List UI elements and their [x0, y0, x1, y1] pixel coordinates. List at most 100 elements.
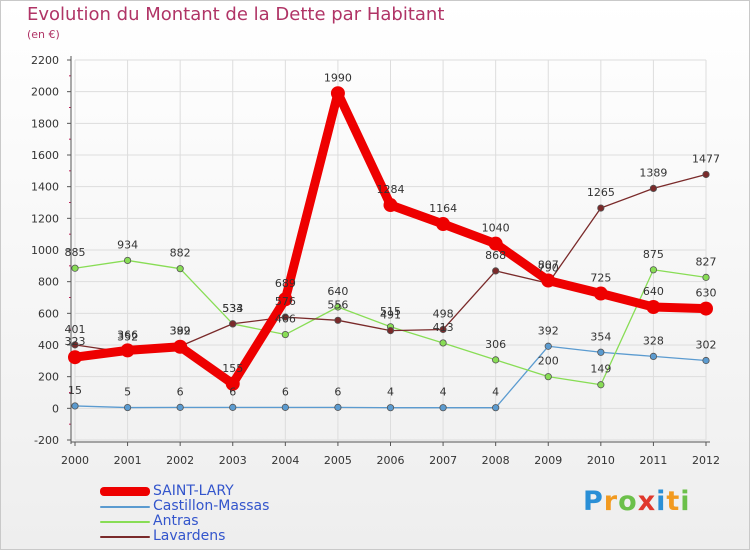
y-tick-label: 600 — [38, 307, 59, 320]
y-tick-label: 1000 — [31, 244, 59, 257]
legend-item: SAINT-LARY — [100, 483, 400, 499]
data-label: 1389 — [639, 166, 667, 179]
data-label: 392 — [538, 324, 559, 337]
y-tick-label: 1400 — [31, 181, 59, 194]
data-label: 689 — [275, 277, 296, 290]
logo-letter: i — [680, 486, 691, 517]
x-tick-label: 2009 — [534, 454, 562, 467]
data-label: 4 — [492, 386, 499, 399]
x-tick-label: 2010 — [587, 454, 615, 467]
data-label: 640 — [643, 285, 664, 298]
data-label: 4 — [387, 386, 394, 399]
logo-letter: r — [603, 486, 619, 517]
data-point — [120, 343, 135, 358]
x-tick-label: 2001 — [114, 454, 142, 467]
data-label: 149 — [590, 363, 611, 376]
data-label: 413 — [433, 321, 454, 334]
data-point — [225, 376, 240, 391]
data-point — [597, 381, 605, 389]
data-point — [334, 316, 342, 324]
data-label: 1284 — [377, 183, 405, 196]
logo-letter: t — [666, 486, 681, 517]
data-label: 5 — [124, 386, 131, 399]
logo-letter: x — [637, 486, 657, 517]
data-point — [544, 373, 552, 381]
data-label: 6 — [282, 385, 289, 398]
data-point — [649, 266, 658, 274]
data-label: 200 — [538, 355, 559, 368]
data-label: 630 — [696, 287, 717, 300]
data-point — [176, 265, 184, 273]
x-tick-label: 2011 — [639, 454, 667, 467]
data-label: 352 — [117, 331, 138, 344]
legend-swatch — [100, 536, 150, 538]
data-point — [702, 356, 710, 365]
chart-subtitle: (en €) — [27, 28, 60, 41]
data-point — [702, 170, 710, 179]
series-saint-lary — [68, 86, 713, 391]
data-point — [439, 404, 447, 412]
data-point — [71, 264, 79, 272]
data-point — [439, 325, 447, 334]
y-tick-label: 1600 — [31, 149, 59, 162]
data-label: 389 — [170, 325, 191, 338]
data-point — [699, 301, 713, 316]
data-label: 885 — [65, 246, 86, 259]
data-label: 882 — [170, 247, 191, 260]
series-antras — [71, 256, 710, 389]
legend-item: Castillon-Massas — [100, 498, 400, 514]
logo-letter: P — [583, 486, 604, 517]
data-point — [334, 303, 342, 311]
data-point — [436, 217, 451, 232]
y-tick-label: 1800 — [31, 117, 59, 130]
x-tick-label: 2002 — [166, 454, 194, 467]
data-point — [702, 273, 710, 281]
data-point — [123, 256, 132, 265]
y-tick-label: 800 — [38, 276, 59, 289]
data-point — [386, 326, 395, 335]
data-label: 354 — [590, 330, 611, 343]
legend-label: Antras — [153, 513, 199, 529]
data-point — [71, 402, 79, 410]
data-point — [281, 403, 289, 411]
logo-letter: i — [656, 486, 667, 517]
legend-swatch — [100, 506, 150, 508]
data-label: 1477 — [692, 152, 720, 165]
data-point — [593, 286, 608, 301]
legend-label: Lavardens — [153, 528, 226, 544]
data-label: 6 — [229, 385, 236, 398]
data-point — [383, 198, 398, 213]
data-label: 576 — [275, 295, 296, 308]
legend-item: Lavardens — [100, 528, 400, 544]
x-tick-label: 2012 — [692, 454, 720, 467]
data-label: 1040 — [482, 222, 510, 235]
data-label: 328 — [643, 334, 664, 347]
data-point — [281, 313, 289, 321]
data-label: 640 — [327, 285, 348, 298]
data-point — [68, 350, 82, 365]
series-castillon-massas — [71, 342, 710, 412]
data-point — [386, 404, 395, 412]
data-label: 155 — [222, 362, 243, 375]
data-point — [492, 267, 500, 275]
data-label: 1265 — [587, 186, 615, 199]
data-label: 807 — [538, 259, 559, 272]
grid-layer: -200 0 200 400 600 800 1000 1200 1400 1600 1800 200… — [31, 54, 720, 467]
data-label: 15 — [68, 384, 82, 397]
x-tick-label: 2003 — [219, 454, 247, 467]
data-label: 790 — [538, 261, 559, 274]
data-label: 466 — [275, 313, 296, 326]
data-point — [229, 320, 237, 328]
data-label: 491 — [380, 309, 401, 322]
legend-label: Castillon-Massas — [153, 498, 270, 514]
data-point — [541, 273, 556, 288]
data-label: 498 — [433, 307, 454, 320]
x-tick-label: 2000 — [61, 454, 89, 467]
data-label: 875 — [643, 248, 664, 261]
data-label: 323 — [65, 335, 86, 348]
data-label: 868 — [485, 249, 506, 262]
data-label: 1990 — [324, 71, 352, 84]
x-tick-label: 2005 — [324, 454, 352, 467]
data-point — [649, 184, 658, 193]
